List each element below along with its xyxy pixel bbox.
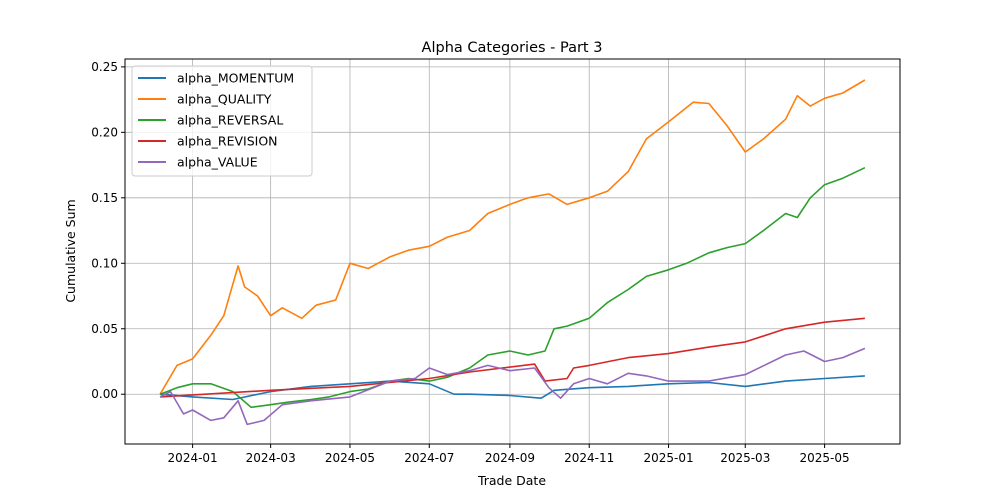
y-tick-label: 0.25 (91, 60, 118, 74)
y-tick-label: 0.15 (91, 191, 118, 205)
legend-label: alpha_REVERSAL (177, 113, 283, 128)
y-tick-label: 0.05 (91, 322, 118, 336)
series-line-alpha-reversal (159, 166, 866, 409)
x-tick-label: 2024-05 (325, 451, 375, 465)
x-tick-label: 2025-05 (800, 451, 850, 465)
y-tick-label: 0.00 (91, 387, 118, 401)
x-tick-label: 2024-07 (404, 451, 454, 465)
x-tick-label: 2024-01 (168, 451, 218, 465)
x-tick-label: 2024-11 (564, 451, 614, 465)
x-tick-label: 2025-03 (720, 451, 770, 465)
y-axis-label: Cumulative Sum (63, 199, 78, 302)
x-tick-label: 2025-01 (643, 451, 693, 465)
x-tick-label: 2024-09 (485, 451, 535, 465)
grid (125, 59, 900, 444)
y-tick-label: 0.20 (91, 125, 118, 139)
series-line-alpha-value (159, 347, 866, 426)
legend-box (131, 65, 313, 177)
series-line-alpha-revision (160, 317, 865, 398)
axes-frame (124, 58, 901, 445)
x-tick-label: 2024-03 (246, 451, 296, 465)
y-ticks: 0.00 0.05 0.10 0.15 0.20 0.25 (91, 60, 125, 401)
legend-label: alpha_VALUE (177, 155, 258, 170)
y-tick-label: 0.10 (91, 256, 118, 270)
legend: alpha_MOMENTUM alpha_QUALITY alpha_REVERSA… (131, 65, 313, 177)
series-line-alpha-quality (159, 79, 866, 395)
legend-label: alpha_REVISION (177, 134, 278, 149)
series-lines (159, 79, 866, 426)
x-ticks: 2024-01 2024-03 2024-05 2024-07 2024-09 2024-… (168, 444, 850, 465)
x-axis-label: Trade Date (477, 473, 546, 488)
legend-label: alpha_MOMENTUM (177, 71, 294, 86)
legend-label: alpha_QUALITY (177, 92, 272, 107)
chart-title: Alpha Categories - Part 3 (422, 40, 603, 56)
